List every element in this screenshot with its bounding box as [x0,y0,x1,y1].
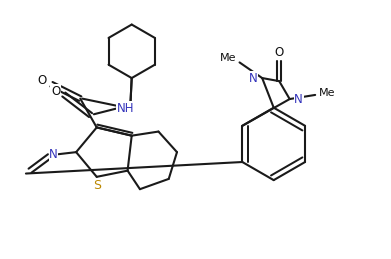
Text: N: N [49,148,58,161]
Text: O: O [274,46,284,59]
Text: N: N [249,71,258,84]
Text: N: N [294,92,303,106]
Text: NH: NH [117,102,134,114]
Text: O: O [51,85,60,98]
Text: S: S [93,178,101,192]
Text: Me: Me [220,53,236,63]
Text: O: O [38,74,47,88]
Text: Me: Me [319,88,336,98]
